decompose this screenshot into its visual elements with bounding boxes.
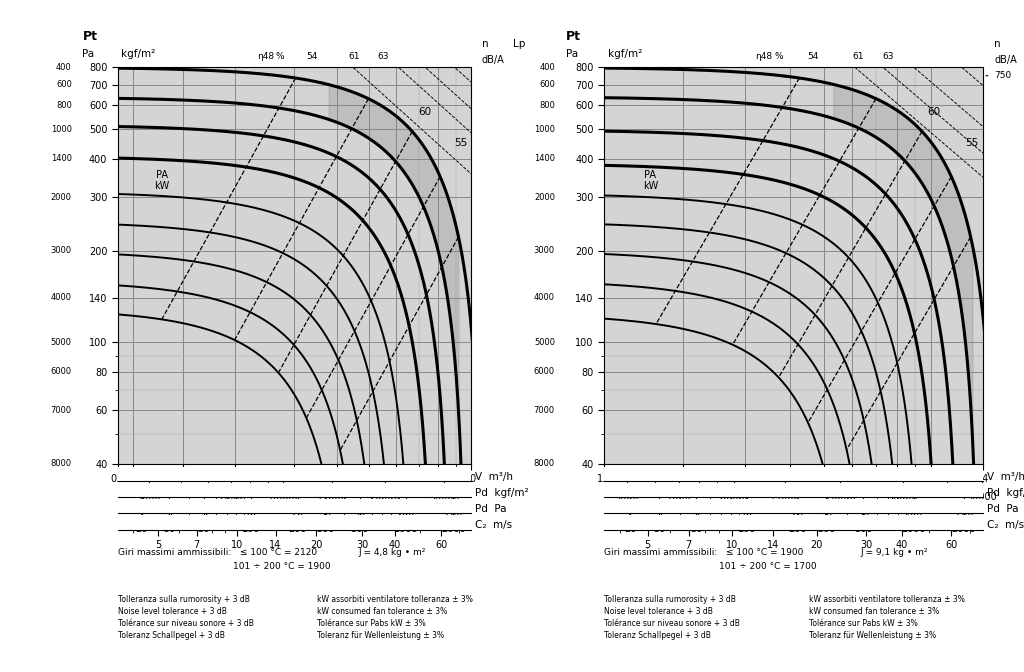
Text: 3000: 3000 [534, 246, 555, 255]
Text: 54: 54 [306, 52, 317, 61]
Text: C₂  m/s: C₂ m/s [987, 520, 1024, 530]
Text: 3000: 3000 [51, 246, 72, 255]
Text: 400: 400 [540, 62, 555, 72]
Text: kW consumed fan tolerance ± 3%: kW consumed fan tolerance ± 3% [809, 607, 939, 616]
Text: Pt: Pt [566, 30, 582, 44]
Text: Giri massimi ammissibili:   ≤ 100 °C = 2120: Giri massimi ammissibili: ≤ 100 °C = 212… [118, 548, 316, 556]
Text: PA
kW: PA kW [643, 169, 658, 192]
Text: Tolérance sur niveau sonore + 3 dB: Tolérance sur niveau sonore + 3 dB [118, 619, 254, 628]
Text: kgf/m²: kgf/m² [121, 49, 156, 59]
Text: J = 4,8 kg • m²: J = 4,8 kg • m² [358, 548, 426, 556]
Text: V  m³/h: V m³/h [474, 472, 513, 482]
X-axis label: V  m³/s: V m³/s [274, 489, 314, 498]
Text: n: n [994, 40, 1001, 49]
Text: 750: 750 [994, 71, 1012, 80]
Text: 60: 60 [419, 107, 432, 117]
Text: C₂  m/s: C₂ m/s [474, 520, 512, 530]
Text: n: n [481, 40, 488, 49]
Text: kW assorbiti ventilatore tolleranza ± 3%: kW assorbiti ventilatore tolleranza ± 3% [809, 595, 965, 603]
Text: V  m³/h: V m³/h [987, 472, 1024, 482]
Text: 101 ÷ 200 °C = 1700: 101 ÷ 200 °C = 1700 [604, 562, 817, 571]
Text: 1400: 1400 [534, 155, 555, 163]
Text: 1000: 1000 [51, 125, 72, 134]
Text: Lp: Lp [513, 40, 525, 49]
Polygon shape [329, 85, 459, 418]
Text: 7000: 7000 [534, 405, 555, 415]
Text: Tolérance sur niveau sonore + 3 dB: Tolérance sur niveau sonore + 3 dB [604, 619, 740, 628]
Text: Noise level tolerance + 3 dB: Noise level tolerance + 3 dB [604, 607, 713, 616]
Text: Pd  Pa: Pd Pa [987, 504, 1018, 514]
Text: Toleranz für Wellenleistung ± 3%: Toleranz für Wellenleistung ± 3% [809, 631, 936, 640]
Text: Pa: Pa [83, 49, 94, 59]
Text: 1000: 1000 [534, 125, 555, 134]
Text: 400: 400 [56, 62, 72, 72]
Text: 1400: 1400 [51, 155, 72, 163]
Text: %: % [774, 52, 782, 61]
Text: Pd  kgf/m²: Pd kgf/m² [474, 488, 528, 498]
Text: Tolleranza sulla rumorosity + 3 dB: Tolleranza sulla rumorosity + 3 dB [118, 595, 250, 603]
Text: η48: η48 [258, 52, 274, 61]
Text: 101 ÷ 200 °C = 1900: 101 ÷ 200 °C = 1900 [118, 562, 331, 571]
Text: 7000: 7000 [51, 405, 72, 415]
Text: Giri massimi ammissibili:   ≤ 100 °C = 1900: Giri massimi ammissibili: ≤ 100 °C = 190… [604, 548, 804, 556]
Text: Tolleranza sulla rumorosity + 3 dB: Tolleranza sulla rumorosity + 3 dB [604, 595, 736, 603]
Text: dB/A: dB/A [994, 55, 1017, 65]
Text: kgf/m²: kgf/m² [608, 49, 642, 59]
Text: 61: 61 [852, 52, 864, 61]
Text: Pt: Pt [83, 30, 97, 44]
Text: 4000: 4000 [51, 294, 72, 302]
Text: 600: 600 [56, 81, 72, 89]
Text: Noise level tolerance + 3 dB: Noise level tolerance + 3 dB [118, 607, 226, 616]
Text: 55: 55 [965, 138, 978, 149]
Text: 5000: 5000 [51, 338, 72, 347]
Text: 6000: 6000 [51, 368, 72, 376]
Text: 8000: 8000 [534, 459, 555, 468]
Text: Toleranz Schallpegel + 3 dB: Toleranz Schallpegel + 3 dB [604, 631, 711, 640]
Text: 8000: 8000 [51, 459, 72, 468]
Text: η48: η48 [755, 52, 772, 61]
Text: Toleranz Schallpegel + 3 dB: Toleranz Schallpegel + 3 dB [118, 631, 224, 640]
Text: dB/A: dB/A [481, 55, 505, 65]
Polygon shape [834, 85, 973, 447]
Text: 6000: 6000 [534, 368, 555, 376]
Text: 55: 55 [454, 138, 467, 149]
Text: 800: 800 [539, 101, 555, 110]
Text: 2000: 2000 [534, 192, 555, 202]
Text: Pd  kgf/m²: Pd kgf/m² [987, 488, 1024, 498]
Text: 63: 63 [883, 52, 894, 61]
Text: 2000: 2000 [51, 192, 72, 202]
Text: 5000: 5000 [534, 338, 555, 347]
Text: J = 9,1 kg • m²: J = 9,1 kg • m² [860, 548, 928, 556]
Text: 600: 600 [539, 81, 555, 89]
Text: PA
kW: PA kW [155, 169, 169, 192]
Text: 4000: 4000 [534, 294, 555, 302]
Text: 54: 54 [807, 52, 818, 61]
Text: kW consumed fan tolerance ± 3%: kW consumed fan tolerance ± 3% [317, 607, 447, 616]
Text: 63: 63 [377, 52, 388, 61]
Text: 800: 800 [56, 101, 72, 110]
Text: 60: 60 [927, 107, 940, 117]
Text: Pd  Pa: Pd Pa [474, 504, 506, 514]
X-axis label: V  m³/s: V m³/s [774, 489, 813, 498]
Text: kW assorbiti ventilatore tolleranza ± 3%: kW assorbiti ventilatore tolleranza ± 3% [317, 595, 473, 603]
Text: Toleranz für Wellenleistung ± 3%: Toleranz für Wellenleistung ± 3% [317, 631, 444, 640]
Text: Tolérance sur Pabs kW ± 3%: Tolérance sur Pabs kW ± 3% [809, 619, 918, 628]
Text: %: % [275, 52, 285, 61]
Text: Tolérance sur Pabs kW ± 3%: Tolérance sur Pabs kW ± 3% [317, 619, 426, 628]
Text: 61: 61 [349, 52, 360, 61]
Text: Pa: Pa [566, 49, 579, 59]
